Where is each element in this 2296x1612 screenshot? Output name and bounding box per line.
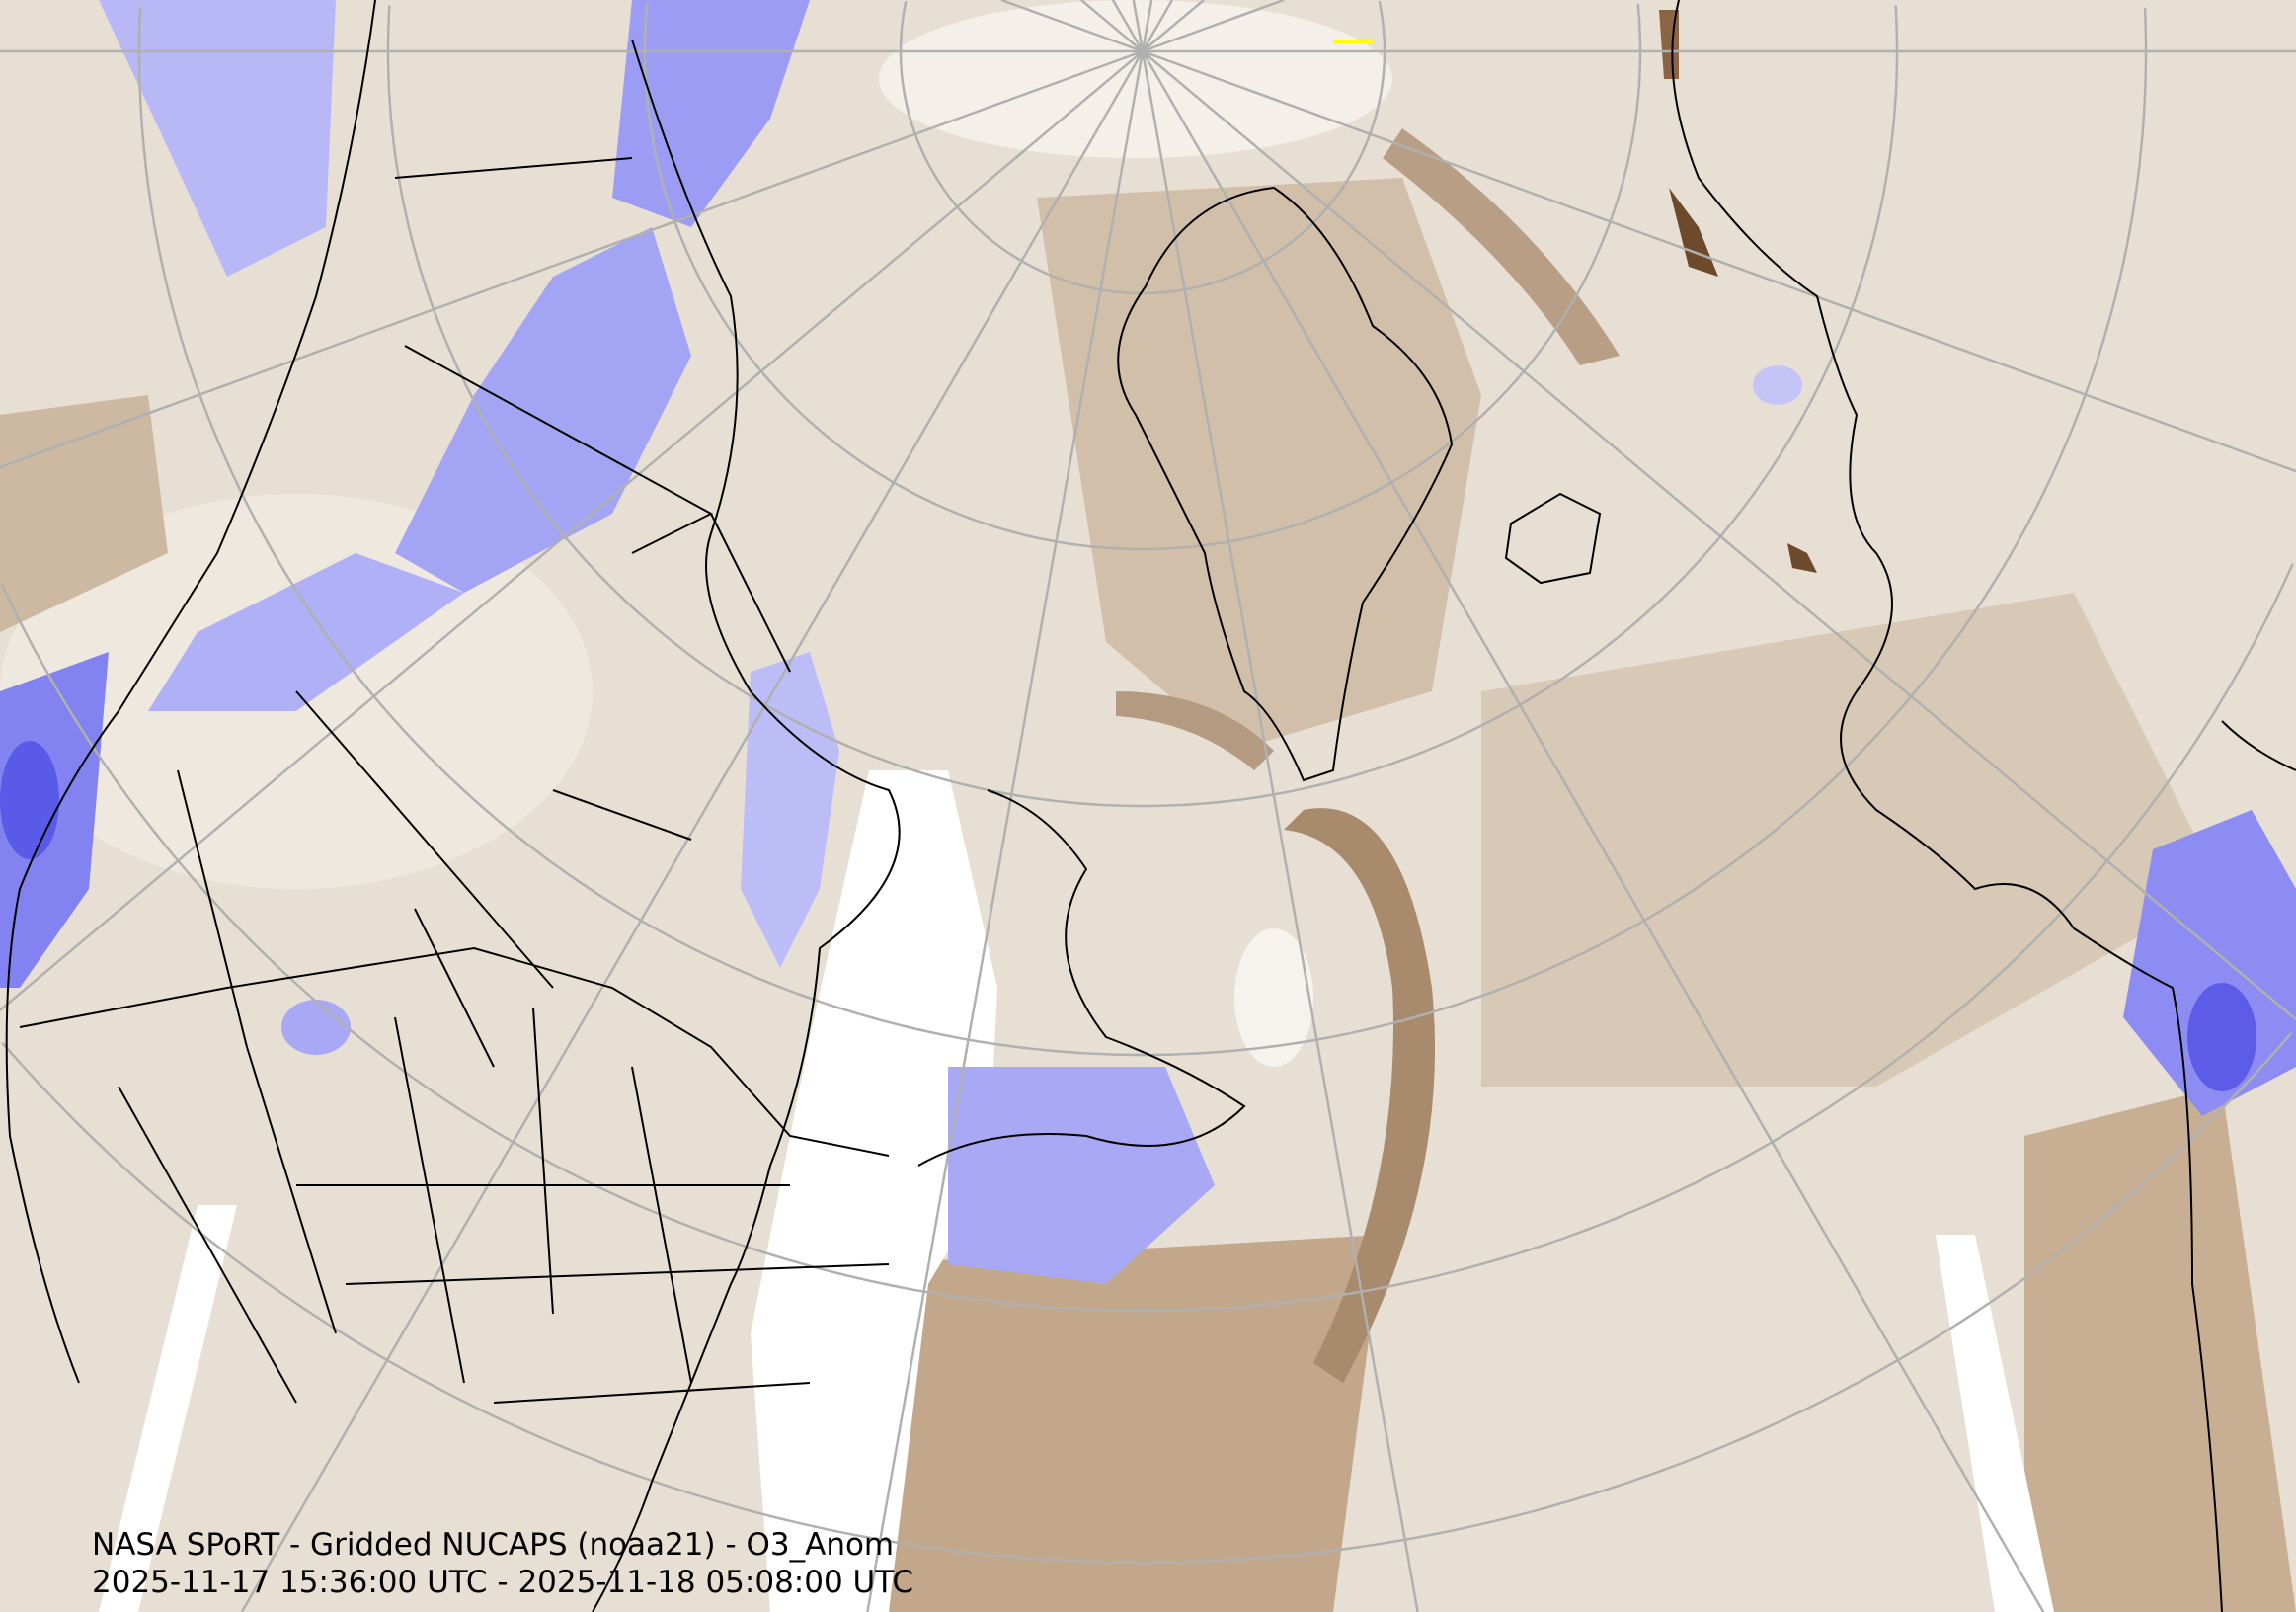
iceland-coast <box>1504 492 1602 585</box>
meridian-line <box>1142 0 1205 52</box>
map-title: NASA SPoRT - Gridded NUCAPS (noaa21) - O… <box>92 1527 895 1563</box>
latitude-circle <box>1636 3 1642 51</box>
meridian-line <box>1141 0 1153 52</box>
meridian-line <box>240 50 1145 1612</box>
meridian-line <box>1141 0 1174 52</box>
europe-coast <box>1671 0 2296 1612</box>
latitude-circle <box>0 563 2294 1313</box>
latitude-circle <box>1378 0 1386 51</box>
us-canada-border <box>19 946 890 1157</box>
greenland-coast <box>1117 186 1454 782</box>
latitude-circle <box>1894 5 1899 51</box>
meridian-line <box>1141 50 2045 1612</box>
latitude-circle <box>643 3 1642 551</box>
meridian-line <box>866 50 1145 1612</box>
meridian-line <box>1141 50 1419 1612</box>
map-time-range: 2025-11-17 15:36:00 UTC - 2025-11-18 05:… <box>92 1565 913 1600</box>
meridian-line <box>1132 0 1145 52</box>
meridian-line <box>1000 0 1144 53</box>
latitude-circle <box>137 7 2148 1057</box>
coastlines-and-borders <box>5 0 2296 1612</box>
provincial-borders <box>177 157 791 1068</box>
meridian-line <box>1142 50 2296 1021</box>
meridian-line <box>0 49 1144 469</box>
north-america-coast <box>5 0 1246 1612</box>
us-state-borders <box>118 1007 890 1404</box>
meridian-line <box>1142 0 1285 53</box>
meridian-line <box>1111 0 1145 52</box>
latitude-circle <box>386 5 1899 808</box>
meridian-line <box>0 50 1144 1011</box>
latitude-circle <box>1 1031 2293 1565</box>
meridian-line <box>1080 0 1144 52</box>
meridian-line <box>1142 49 2296 473</box>
latitude-circle <box>2143 7 2148 51</box>
